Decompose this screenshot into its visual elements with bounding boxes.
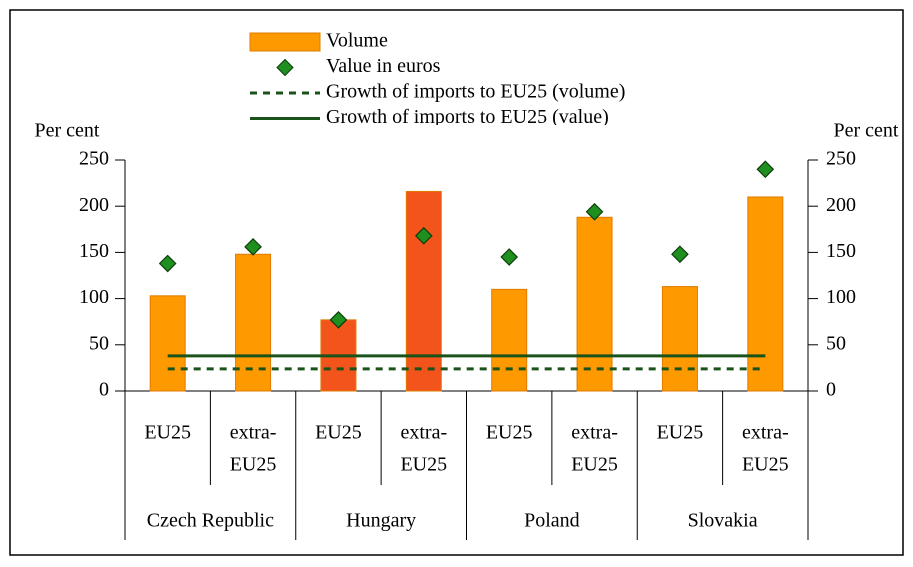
legend-label: Value in euros <box>326 55 441 77</box>
y2-tick-label: 0 <box>826 379 836 401</box>
group-label: Czech Republic <box>147 510 274 532</box>
legend-swatch <box>276 58 294 77</box>
marker <box>158 254 177 273</box>
y2-tick-label: 50 <box>826 332 846 354</box>
y-tick-label: 150 <box>79 240 109 262</box>
marker <box>244 238 262 256</box>
x-tick-label: extra- <box>571 422 618 444</box>
y-tick-label: 250 <box>79 148 109 170</box>
y2-tick-label: 250 <box>826 148 856 170</box>
x-tick-label: EU25 <box>571 454 618 476</box>
legend-label: Volume <box>326 30 388 52</box>
bar <box>747 196 784 392</box>
x-tick-label: EU25 <box>657 422 704 444</box>
bar <box>661 286 698 392</box>
legend: Volume Value in euros Growth of imports to… <box>249 30 625 128</box>
marker <box>329 311 348 329</box>
x-tick-label: EU25 <box>742 454 789 476</box>
group-label: Hungary <box>346 510 416 532</box>
x-tick-label: EU25 <box>230 454 277 476</box>
y-tick-label: 100 <box>79 286 109 308</box>
legend-swatch <box>249 32 321 52</box>
marker <box>671 245 689 264</box>
y2-tick-label: 200 <box>826 194 856 216</box>
marker <box>500 248 519 266</box>
y-axis-label: Per cent <box>35 120 100 142</box>
chart-frame <box>9 9 904 556</box>
group-label: Slovakia <box>688 510 758 532</box>
x-tick-label: extra- <box>742 422 789 444</box>
legend-label: Growth of imports to EU25 (volume) <box>326 81 625 103</box>
bar <box>491 288 528 392</box>
legend-label: Growth of imports to EU25 (value) <box>326 106 609 128</box>
x-tick-label: EU25 <box>144 422 191 444</box>
y-tick-label: 50 <box>89 332 109 354</box>
bar <box>149 295 186 392</box>
bar <box>235 253 272 392</box>
y2-tick-label: 150 <box>826 240 856 262</box>
marker <box>414 226 433 245</box>
marker <box>756 160 775 179</box>
group-label: Poland <box>524 510 580 532</box>
y2-tick-label: 100 <box>826 286 856 308</box>
y-tick-label: 200 <box>79 194 109 216</box>
marker <box>585 202 604 221</box>
x-tick-label: EU25 <box>315 422 362 444</box>
y-tick-label: 0 <box>99 379 109 401</box>
x-tick-label: extra- <box>230 422 277 444</box>
x-tick-label: EU25 <box>486 422 533 444</box>
y2-axis-label: Per cent <box>834 120 899 142</box>
bar <box>576 216 613 392</box>
x-tick-label: extra- <box>400 422 447 444</box>
bar <box>405 190 442 392</box>
x-tick-label: EU25 <box>400 454 447 476</box>
